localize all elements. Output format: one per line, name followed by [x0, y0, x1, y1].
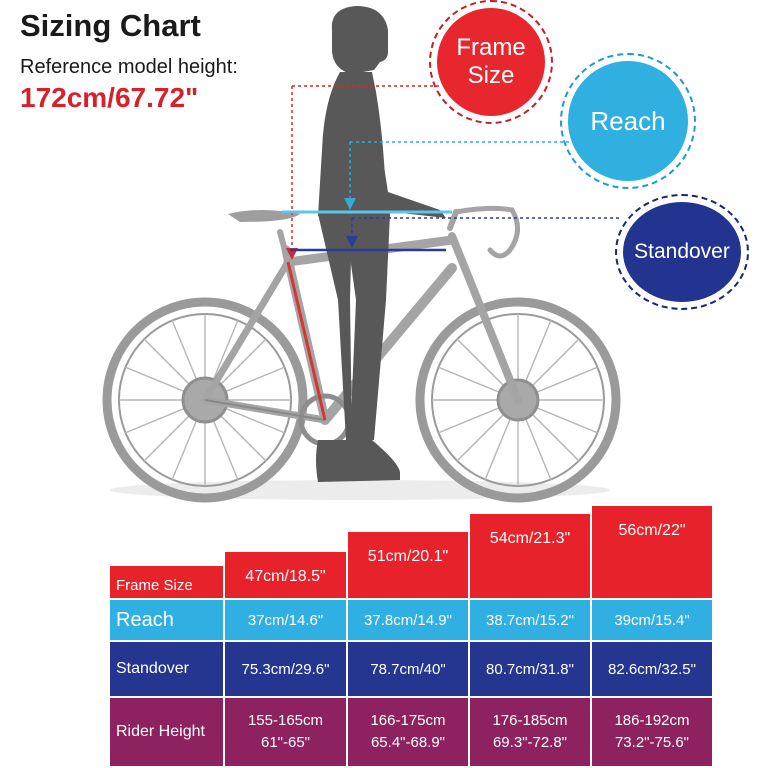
standover-cell: 75.3cm/29.6" [225, 642, 346, 696]
reach-cell: 39cm/15.4" [592, 600, 712, 640]
frame-size-cell: 51cm/20.1" [348, 532, 468, 598]
standover-guide [351, 217, 622, 238]
rider-height-in: 65.4"-68.9" [370, 734, 446, 751]
rider-height-cm: 186-192cm [614, 712, 690, 729]
reach-cell: 37.8cm/14.9" [348, 600, 468, 640]
frame-size-guide [291, 85, 440, 250]
rider-height-cm: 166-175cm [370, 712, 446, 729]
rider-height-cm: 155-165cm [247, 712, 324, 729]
frame-size-measure [286, 261, 327, 421]
frame-size-callout: Frame Size [437, 8, 545, 116]
standover-cell: 82.6cm/32.5" [592, 642, 712, 696]
standover-cell: 78.7cm/40" [348, 642, 468, 696]
rider-height-cm: 176-185cm [492, 712, 568, 729]
frame-size-cell: 54cm/21.3" [470, 514, 590, 598]
row-label-reach: Reach [110, 600, 223, 640]
reach-guide [349, 141, 574, 200]
reach-cell: 38.7cm/15.2" [470, 600, 590, 640]
rider-height-cell: 186-192cm 73.2"-75.6" [592, 698, 712, 766]
standover-callout: Standover [623, 202, 741, 302]
rider-height-in: 69.3"-72.8" [492, 734, 568, 751]
reach-cell: 37cm/14.6" [225, 600, 346, 640]
frame-size-cell: 47cm/18.5" [225, 552, 346, 598]
rider-height-in: 73.2"-75.6" [614, 734, 690, 751]
standover-cell: 80.7cm/31.8" [470, 642, 590, 696]
reach-callout: Reach [568, 61, 688, 181]
row-label-frame-size: Frame Size [110, 566, 223, 598]
reference-label: Reference model height: [20, 56, 238, 78]
chart-title: Sizing Chart [20, 8, 201, 43]
row-label-standover: Standover [110, 642, 223, 696]
rider-silhouette [316, 6, 446, 482]
model-height-value: 172cm/67.72" [20, 82, 199, 113]
standover-ring [615, 194, 749, 310]
rider-height-cell: 155-165cm 61"-65" [225, 698, 346, 766]
reach-arrow [344, 198, 356, 210]
reach-ring [560, 53, 696, 189]
frame-size-cell: 56cm/22" [592, 506, 712, 598]
rider-height-in: 61"-65" [260, 734, 310, 751]
frame-size-ring [429, 0, 553, 124]
rider-height-cell: 166-175cm 65.4"-68.9" [348, 698, 468, 766]
row-label-rider-height: Rider Height [110, 698, 223, 766]
bike-rider-illustration [102, 6, 622, 503]
rider-height-cell: 176-185cm 69.3"-72.8" [470, 698, 590, 766]
standover-arrow [346, 236, 358, 248]
